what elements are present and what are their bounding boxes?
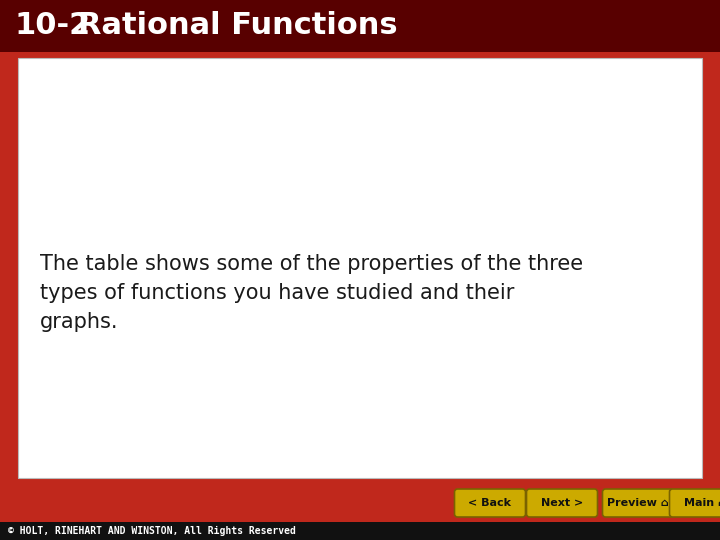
Text: 10-2: 10-2	[14, 11, 90, 40]
FancyBboxPatch shape	[0, 522, 720, 540]
Text: < Back: < Back	[469, 498, 511, 508]
FancyBboxPatch shape	[18, 58, 702, 478]
FancyBboxPatch shape	[0, 0, 720, 52]
FancyBboxPatch shape	[0, 484, 720, 522]
FancyBboxPatch shape	[454, 489, 526, 517]
Text: Preview ⌂: Preview ⌂	[607, 498, 669, 508]
FancyBboxPatch shape	[670, 489, 720, 517]
FancyBboxPatch shape	[603, 489, 673, 517]
Text: Rational Functions: Rational Functions	[78, 11, 397, 40]
Text: Main ⌂: Main ⌂	[684, 498, 720, 508]
Text: The table shows some of the properties of the three
types of functions you have : The table shows some of the properties o…	[40, 254, 583, 332]
FancyBboxPatch shape	[526, 489, 598, 517]
Text: © HOLT, RINEHART AND WINSTON, All Rights Reserved: © HOLT, RINEHART AND WINSTON, All Rights…	[8, 526, 296, 536]
Text: Next >: Next >	[541, 498, 583, 508]
